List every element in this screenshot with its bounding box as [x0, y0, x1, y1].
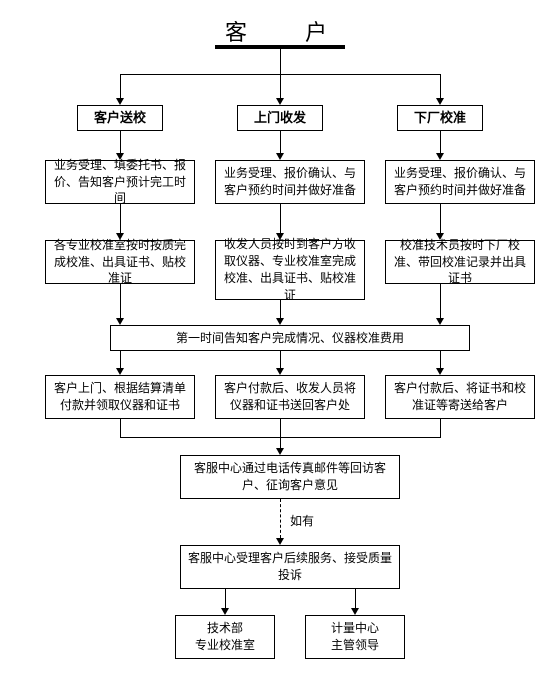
node-col1-header: 客户送校	[77, 105, 163, 131]
edge	[440, 351, 441, 368]
edge	[280, 74, 281, 98]
arrowhead	[436, 98, 444, 105]
edge	[120, 204, 121, 233]
edge	[440, 284, 441, 318]
arrowhead	[276, 538, 284, 545]
arrowhead	[116, 98, 124, 105]
node-merge-r3: 第一时间告知客户完成情况、仪器校准费用	[110, 325, 470, 351]
arrowhead	[436, 368, 444, 375]
node-merge-r5: 客服中心通过电话传真邮件等回访客户、征询客户意见	[180, 455, 400, 499]
node-col3-r4: 客户付款后、将证书和校准证等寄送给客户	[385, 375, 535, 419]
edge	[440, 419, 441, 437]
arrowhead	[116, 318, 124, 325]
arrowhead	[221, 608, 229, 615]
title: 客 户	[225, 15, 345, 47]
node-bottom-right: 计量中心 主管领导	[305, 615, 405, 659]
node-col3-r2: 校准技术员按时下厂校准、带回校准记录并出具证书	[385, 240, 535, 284]
edge-label: 如有	[290, 512, 314, 529]
edge	[280, 49, 281, 74]
arrowhead	[276, 368, 284, 375]
edge-dashed	[280, 499, 281, 538]
edge	[120, 284, 121, 318]
edge	[280, 419, 281, 448]
edge	[280, 131, 281, 153]
edge	[120, 74, 121, 98]
edge	[440, 131, 441, 153]
edge	[225, 589, 226, 608]
node-col1-r1: 业务受理、填委托书、报价、告知客户预计完工时间	[45, 160, 195, 204]
edge	[120, 351, 121, 368]
edge	[355, 589, 356, 608]
edge	[120, 437, 441, 438]
arrowhead	[116, 368, 124, 375]
arrowhead	[276, 98, 284, 105]
flowchart-container: 客 户 客户送校 上门收发 下厂校准 业务受理、填委托书、报价、告知客户预计完工…	[15, 15, 539, 665]
node-col2-r2: 收发人员按时到客户方收取仪器、专业校准室完成校准、出具证书、贴校准证	[215, 240, 365, 300]
arrowhead	[276, 448, 284, 455]
node-col3-header: 下厂校准	[397, 105, 483, 131]
edge	[280, 351, 281, 368]
node-bottom-left: 技术部 专业校准室	[175, 615, 275, 659]
edge	[120, 131, 121, 153]
edge	[440, 204, 441, 233]
node-col2-header: 上门收发	[237, 105, 323, 131]
node-col1-r4: 客户上门、根据结算清单付款并领取仪器和证书	[45, 375, 195, 419]
edge	[120, 419, 121, 437]
edge	[280, 300, 281, 318]
arrowhead	[276, 318, 284, 325]
node-col1-r2: 各专业校准室按时按质完成校准、出具证书、贴校准证	[45, 240, 195, 284]
node-merge-r6: 客服中心受理客户后续服务、接受质量投诉	[180, 545, 400, 589]
arrowhead	[436, 153, 444, 160]
node-col2-r1: 业务受理、报价确认、与客户预约时间并做好准备	[215, 160, 365, 204]
node-col2-r4: 客户付款后、收发人员将仪器和证书送回客户处	[215, 375, 365, 419]
node-col3-r1: 业务受理、报价确认、与客户预约时间并做好准备	[385, 160, 535, 204]
edge	[440, 74, 441, 98]
arrowhead	[436, 318, 444, 325]
edge	[280, 204, 281, 233]
arrowhead	[351, 608, 359, 615]
arrowhead	[276, 153, 284, 160]
